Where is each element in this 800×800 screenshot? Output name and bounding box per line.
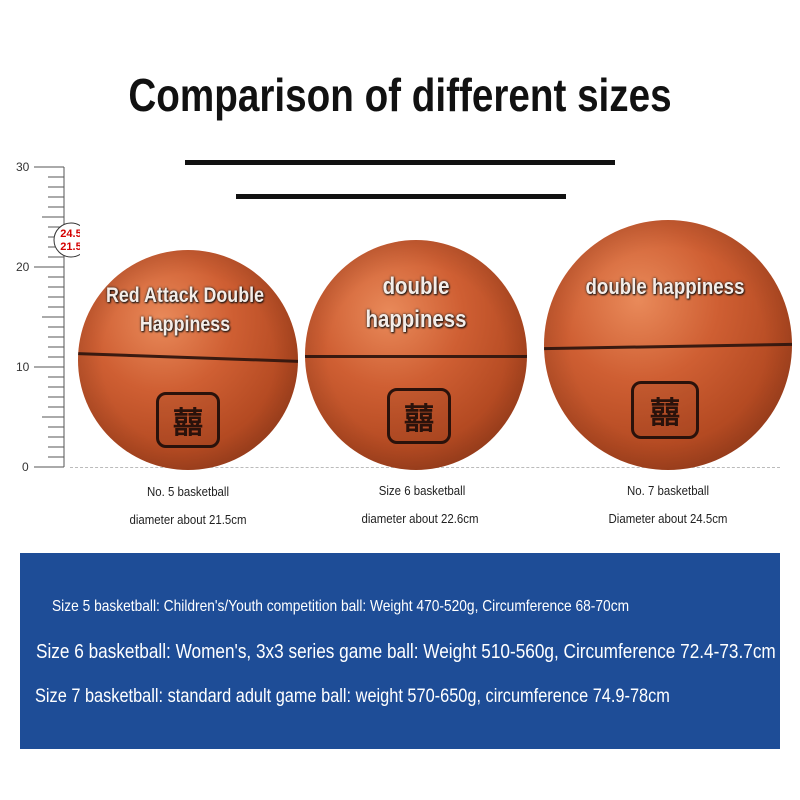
divider-bar-top xyxy=(185,160,615,165)
spec-line-size-5: Size 5 basketball: Children's/Youth comp… xyxy=(52,598,630,615)
ruler-label-0: 0 xyxy=(22,460,29,474)
spec-line-size-7: Size 7 basketball: standard adult game b… xyxy=(35,686,670,707)
divider-bar-bottom xyxy=(236,194,566,199)
basketball-size-7: 囍 xyxy=(544,220,792,470)
page-title: Comparison of different sizes xyxy=(128,69,672,121)
ruler-marker-bottom: 21.5 xyxy=(60,241,80,253)
ball-overlay-label-size-5: Red Attack Double Happiness xyxy=(105,284,265,336)
logo-glyph: 囍 xyxy=(404,394,434,438)
ruler-marker-top: 24.5 xyxy=(60,228,80,240)
measurement-ruler: 30 20 10 0 24.5 21.5 xyxy=(16,160,80,474)
ruler-marker-circle xyxy=(53,222,80,258)
logo-glyph: 囍 xyxy=(173,398,203,442)
ball-shading xyxy=(544,220,792,470)
ruler-label-30: 30 xyxy=(16,160,30,174)
caption-size-5-diameter: diameter about 21.5cm xyxy=(129,512,247,527)
caption-size-6-diameter: diameter about 22.6cm xyxy=(361,511,479,526)
ball-seam xyxy=(305,355,527,358)
basketball-size-6: 囍 xyxy=(305,240,527,470)
ball-shading xyxy=(78,250,298,470)
double-happiness-logo: 囍 xyxy=(387,388,451,444)
ruler-label-10: 10 xyxy=(16,360,30,374)
caption-size-7-diameter: Diameter about 24.5cm xyxy=(608,511,728,526)
basketball-size-5: 囍 xyxy=(78,250,298,470)
ruler-label-20: 20 xyxy=(16,260,30,274)
ball-overlay-label-size-7: double happiness xyxy=(585,274,745,299)
logo-glyph: 囍 xyxy=(650,388,680,432)
double-happiness-logo: 囍 xyxy=(631,381,699,439)
spec-panel-text-area: Size 5 basketball: Children's/Youth comp… xyxy=(20,553,780,749)
caption-size-5-name: No. 5 basketball xyxy=(146,484,230,499)
ball-shading xyxy=(305,240,527,470)
spec-panel xyxy=(20,553,780,749)
spec-line-size-6: Size 6 basketball: Women's, 3x3 series g… xyxy=(36,641,776,663)
ball-overlay-label-size-6: double happiness xyxy=(365,273,467,333)
caption-size-7-name: No. 7 basketball xyxy=(626,483,710,498)
double-happiness-logo: 囍 xyxy=(156,392,220,448)
caption-size-6-name: Size 6 basketball xyxy=(378,483,466,498)
